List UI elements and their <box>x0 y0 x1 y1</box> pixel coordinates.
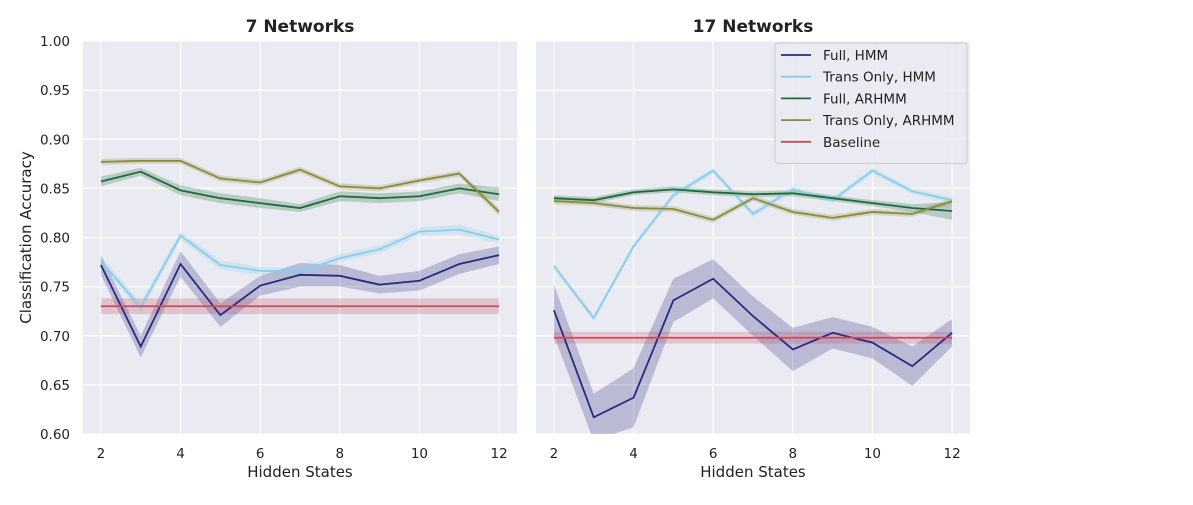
y-tick-label: 0.85 <box>40 181 70 197</box>
x-tick-label: 10 <box>864 446 881 462</box>
series-line-full-hmm <box>100 254 500 349</box>
ci-band-full-hmm <box>100 246 500 358</box>
legend-label: Full, ARHMM <box>823 91 907 107</box>
x-tick-label: 4 <box>629 446 638 462</box>
y-tick-label: 0.90 <box>40 132 70 148</box>
chart-panel-2: 2 4 6 8 10 12 17 Networks Hidden States Full, HM… <box>536 17 970 481</box>
chart-title: 7 Networks <box>246 17 355 37</box>
x-tick-label: 6 <box>256 446 265 462</box>
y-tick-label: 0.75 <box>40 280 70 296</box>
ci-band-full-arhmm <box>100 167 500 212</box>
series-line-full-hmm <box>553 277 953 419</box>
chart-title: 17 Networks <box>693 17 814 37</box>
plot-area <box>100 157 500 358</box>
x-axis-label: Hidden States <box>700 463 806 481</box>
legend-label: Full, HMM <box>823 48 888 64</box>
x-tick-label: 4 <box>176 446 185 462</box>
ci-band-trans-only-arhmm <box>553 195 953 223</box>
y-tick-label: 0.65 <box>40 378 70 394</box>
plot-area <box>553 167 953 434</box>
x-tick-label: 6 <box>709 446 718 462</box>
x-axis-label: Hidden States <box>247 463 353 481</box>
x-tick-label: 12 <box>943 446 960 462</box>
x-tick-label: 2 <box>550 446 559 462</box>
series-line-trans-only-arhmm <box>553 197 953 221</box>
chart-panel-1: 2 4 6 8 10 12 0.60 0.65 0.70 0.75 0.80 0.85 0.90 0.95… <box>17 17 517 481</box>
legend: Full, HMM Trans Only, HMM Full, ARHMM Trans… <box>774 42 968 164</box>
series-line-trans-only-hmm <box>553 169 953 320</box>
legend-label: Trans Only, ARHMM <box>822 113 955 129</box>
x-tick-label: 10 <box>411 446 428 462</box>
series-line-trans-only-arhmm <box>100 159 500 213</box>
y-tick-label: 1.00 <box>40 34 70 50</box>
series-line-full-arhmm <box>553 188 953 212</box>
ci-band-trans-only-arhmm <box>100 157 500 216</box>
x-tick-label: 2 <box>97 446 106 462</box>
y-tick-label: 0.60 <box>40 427 70 443</box>
legend-label: Trans Only, HMM <box>822 70 936 86</box>
x-tick-label: 8 <box>336 446 345 462</box>
legend-box <box>774 42 968 164</box>
y-tick-label: 0.95 <box>40 83 70 99</box>
y-tick-label: 0.70 <box>40 329 70 345</box>
x-tick-label: 12 <box>490 446 507 462</box>
series-line-trans-only-hmm <box>100 228 500 309</box>
ci-band-trans-only-hmm <box>100 224 500 313</box>
legend-label: Baseline <box>823 135 880 151</box>
x-tick-label: 8 <box>789 446 798 462</box>
ci-band-trans-only-hmm <box>553 167 953 322</box>
y-tick-label: 0.80 <box>40 231 70 247</box>
y-axis-label: Classification Accuracy <box>17 151 35 324</box>
series-line-full-arhmm <box>100 170 500 209</box>
